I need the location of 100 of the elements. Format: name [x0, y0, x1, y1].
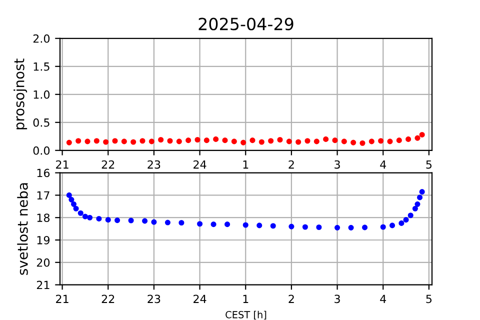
point: [140, 138, 146, 144]
point: [96, 216, 102, 222]
point: [323, 136, 329, 142]
y-axis-title: svetlost neba: [17, 183, 28, 275]
point: [204, 138, 210, 144]
point: [348, 224, 354, 230]
point: [197, 221, 203, 227]
point: [250, 138, 256, 144]
y-tick-label: 21: [36, 280, 50, 290]
point: [213, 136, 219, 142]
point: [70, 201, 77, 207]
point: [82, 214, 88, 220]
point: [148, 138, 154, 144]
y-tick-label: 17: [37, 191, 50, 200]
point: [380, 224, 386, 230]
point: [178, 220, 184, 226]
y-tick-label: 20: [36, 258, 50, 267]
point: [387, 138, 393, 144]
point: [403, 217, 409, 223]
point: [94, 138, 100, 144]
y-tick-label: 0.5: [33, 118, 50, 127]
point: [158, 136, 164, 143]
y-axis-title: prosojnost: [14, 58, 28, 130]
x-tick-label: 1: [243, 160, 248, 169]
point: [210, 222, 216, 228]
point: [419, 132, 425, 138]
point: [334, 224, 340, 230]
y-tick-label: 1.0: [34, 90, 50, 99]
point: [362, 224, 368, 230]
point: [73, 206, 79, 212]
point: [316, 224, 322, 230]
point: [121, 138, 127, 144]
point: [130, 139, 136, 145]
point: [112, 138, 118, 144]
point: [87, 214, 93, 220]
point: [332, 138, 338, 144]
point: [231, 138, 237, 144]
point: [194, 136, 200, 143]
point: [258, 139, 264, 145]
point: [151, 219, 157, 225]
x-tick-label: 24: [194, 160, 206, 169]
x-tick-label: 5: [426, 294, 432, 304]
y-tick-label: 1.5: [34, 62, 50, 71]
x-tick-label: 4: [380, 294, 386, 303]
x-tick-label: 5: [426, 160, 432, 169]
point: [114, 218, 120, 224]
point: [412, 206, 418, 212]
point: [288, 224, 294, 230]
x-tick-label: 24: [194, 294, 206, 303]
x-tick-label: 23: [148, 294, 160, 304]
x-tick-label: 22: [102, 160, 114, 169]
point: [103, 139, 109, 145]
x-tick-label: 4: [380, 160, 386, 169]
point: [378, 138, 384, 144]
point: [390, 222, 396, 228]
point: [414, 135, 420, 141]
point: [105, 217, 111, 223]
x-tick-label: 3: [334, 160, 340, 169]
x-tick-label: 23: [148, 160, 160, 169]
x-tick-label: 3: [334, 294, 340, 304]
point: [408, 212, 414, 218]
y-tick-label: 2.0: [33, 34, 50, 43]
point: [222, 138, 228, 144]
point: [350, 140, 356, 146]
point: [167, 138, 173, 144]
y-tick-label: 18: [37, 214, 50, 222]
point: [66, 192, 72, 198]
point: [186, 138, 192, 144]
chart-title: 2025-04-29: [198, 18, 294, 30]
point: [396, 138, 402, 144]
x-tick-label: 2: [288, 160, 294, 169]
point: [286, 138, 292, 144]
point: [368, 138, 374, 144]
point: [224, 222, 230, 228]
point: [360, 140, 366, 146]
point: [128, 218, 134, 224]
point: [242, 222, 248, 228]
point: [414, 201, 420, 207]
point: [268, 138, 274, 144]
point: [314, 138, 320, 144]
x-tick-label: 21: [56, 294, 68, 303]
point: [256, 222, 262, 228]
point: [296, 139, 302, 145]
point: [270, 223, 276, 229]
point: [66, 140, 72, 146]
y-tick-label: 16: [37, 168, 50, 178]
x-axis-title: CEST [h]: [226, 310, 266, 320]
point: [302, 224, 308, 230]
point: [176, 138, 182, 144]
point: [417, 194, 423, 200]
y-tick-label: 0.0: [33, 146, 50, 155]
point: [68, 196, 74, 202]
point: [76, 138, 82, 144]
point: [277, 136, 283, 143]
point: [406, 136, 412, 142]
point: [419, 189, 425, 195]
x-tick-label: 1: [243, 294, 248, 303]
y-tick-label: 19: [37, 236, 50, 244]
point: [240, 140, 246, 146]
x-tick-label: 2: [288, 294, 294, 303]
